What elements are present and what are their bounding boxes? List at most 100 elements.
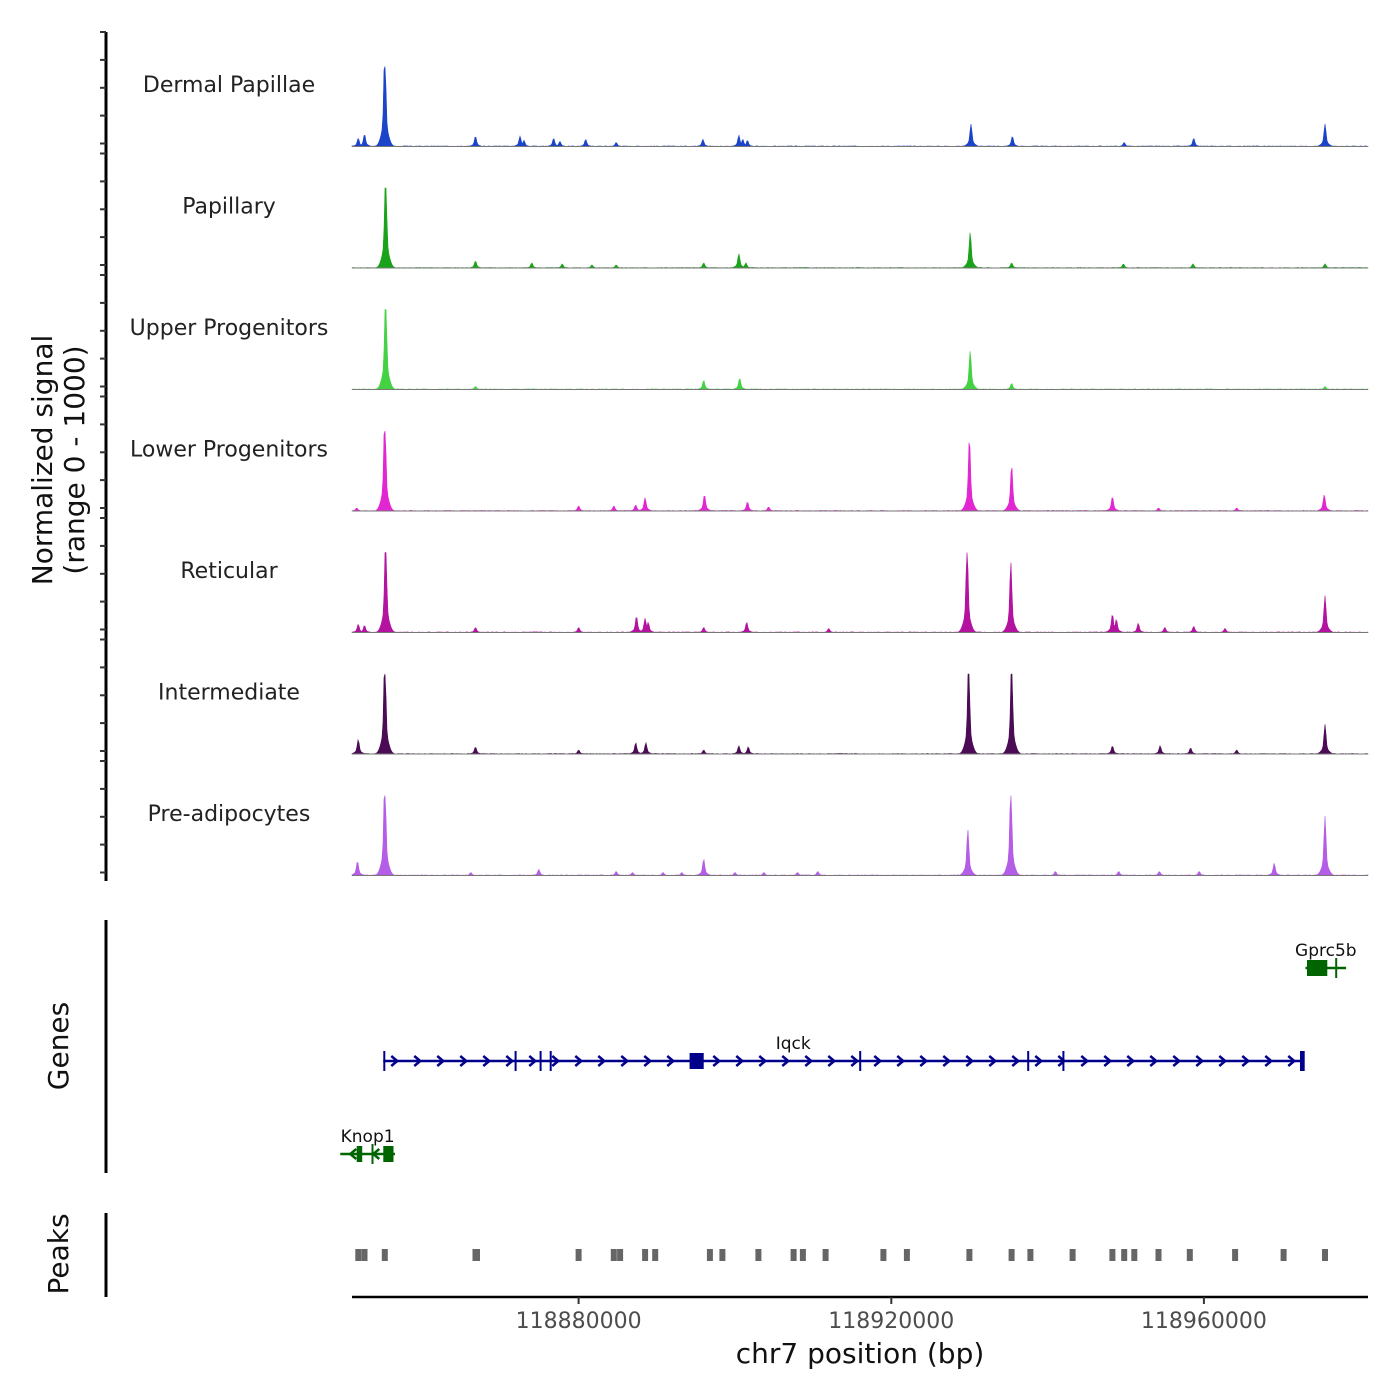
x-axis-title: chr7 position (bp): [736, 1337, 985, 1370]
exon: [1307, 960, 1328, 976]
peak-mark-26: [1186, 1249, 1193, 1261]
strand-arrow: [896, 1055, 906, 1067]
peak-mark-28: [1280, 1249, 1287, 1261]
strand-arrow: [1172, 1055, 1182, 1067]
signal-axis-title-line1: Normalized signal: [26, 335, 59, 586]
strand-arrow: [390, 1055, 400, 1067]
exon: [383, 1146, 394, 1162]
track-labels: Dermal Papillae Papillary Upper Progenitor…: [130, 73, 329, 827]
track-label-5: Intermediate: [158, 681, 300, 706]
peak-mark-4: [474, 1249, 480, 1261]
peak-mark-13: [790, 1249, 797, 1261]
exon: [1335, 958, 1338, 978]
strand-arrow: [1195, 1055, 1205, 1067]
peak-mark-29: [1322, 1249, 1328, 1261]
signal-axis-title-line2: (range 0 - 1000): [58, 345, 91, 574]
strand-arrow: [804, 1055, 814, 1067]
strand-arrow: [1103, 1055, 1113, 1067]
peak-mark-10: [706, 1249, 713, 1261]
strand-arrow: [1080, 1055, 1090, 1067]
strand-arrow: [413, 1055, 423, 1067]
signal-area-4: [351, 552, 1369, 633]
signal-area-6: [351, 795, 1369, 876]
x-tick-label: 118920000: [828, 1309, 954, 1334]
strand-arrow: [758, 1055, 768, 1067]
exon: [1062, 1051, 1065, 1071]
track-label-2: Upper Progenitors: [130, 316, 329, 341]
peak-mark-6: [610, 1249, 617, 1261]
peak-mark-21: [1069, 1249, 1076, 1261]
exon: [356, 1146, 363, 1162]
track-label-0: Dermal Papillae: [143, 73, 315, 98]
peak-mark-7: [617, 1249, 624, 1261]
peak-mark-2: [381, 1249, 388, 1261]
strand-arrow: [348, 1148, 358, 1160]
x-tick-label: 118960000: [1141, 1309, 1267, 1334]
peak-mark-14: [799, 1249, 806, 1261]
exon: [514, 1051, 517, 1071]
signal-area-3: [351, 430, 1369, 512]
peak-mark-16: [880, 1249, 887, 1261]
exon: [1300, 1051, 1305, 1071]
strand-arrow: [482, 1055, 492, 1067]
peak-mark-11: [719, 1249, 726, 1261]
peak-mark-27: [1232, 1249, 1239, 1261]
gene-label-Iqck: Iqck: [776, 1034, 811, 1054]
strand-arrow: [735, 1055, 745, 1067]
strand-arrow: [1287, 1055, 1297, 1067]
peak-mark-22: [1109, 1249, 1116, 1261]
x-tick-label: 118880000: [516, 1309, 642, 1334]
strand-arrow: [551, 1055, 561, 1067]
strand-arrow: [436, 1055, 446, 1067]
peak-mark-19: [1008, 1249, 1015, 1261]
peak-mark-5: [575, 1249, 582, 1261]
strand-arrow: [988, 1055, 998, 1067]
strand-arrow: [1126, 1055, 1136, 1067]
exon: [859, 1051, 862, 1071]
strand-arrow: [666, 1055, 676, 1067]
exon: [1027, 1051, 1030, 1071]
strand-arrow: [873, 1055, 883, 1067]
strand-arrow: [597, 1055, 607, 1067]
peak-mark-17: [903, 1249, 910, 1261]
strand-arrow: [505, 1055, 515, 1067]
track-label-3: Lower Progenitors: [130, 438, 328, 463]
gene-label-Gprc5b: Gprc5b: [1295, 941, 1357, 961]
strand-arrow: [965, 1055, 975, 1067]
gene-Knop1: Knop1: [340, 1127, 395, 1164]
strand-arrow: [827, 1055, 837, 1067]
strand-arrow: [1218, 1055, 1228, 1067]
track-label-6: Pre-adipocytes: [148, 802, 311, 827]
peak-mark-15: [822, 1249, 829, 1261]
peak-mark-8: [642, 1249, 649, 1261]
gene-track: Gprc5b Iqck Knop1: [340, 941, 1357, 1164]
strand-arrow: [528, 1055, 538, 1067]
genes-panel-title: Genes: [42, 1002, 75, 1090]
peak-mark-12: [755, 1249, 762, 1261]
signal-area-1: [351, 187, 1369, 269]
peaks-panel-title: Peaks: [42, 1213, 75, 1294]
peak-mark-18: [966, 1249, 973, 1261]
strand-arrow: [781, 1055, 791, 1067]
strand-arrow: [1264, 1055, 1274, 1067]
signal-area-2: [351, 309, 1369, 390]
strand-arrow: [459, 1055, 469, 1067]
strand-arrow: [574, 1055, 584, 1067]
signal-area-0: [351, 66, 1369, 147]
signal-area-5: [351, 673, 1369, 755]
peak-mark-25: [1155, 1249, 1162, 1261]
strand-arrow: [1241, 1055, 1251, 1067]
peak-mark-24: [1131, 1249, 1138, 1261]
strand-arrow: [919, 1055, 929, 1067]
strand-arrow: [1034, 1055, 1044, 1067]
track-label-4: Reticular: [180, 559, 278, 584]
x-axis: 118880000 118920000 118960000: [352, 1295, 1368, 1334]
exon: [689, 1053, 704, 1069]
strand-arrow: [712, 1055, 722, 1067]
signal-tracks: [351, 66, 1369, 876]
exon: [383, 1051, 386, 1071]
exon: [549, 1051, 552, 1071]
peak-mark-1: [361, 1249, 368, 1261]
